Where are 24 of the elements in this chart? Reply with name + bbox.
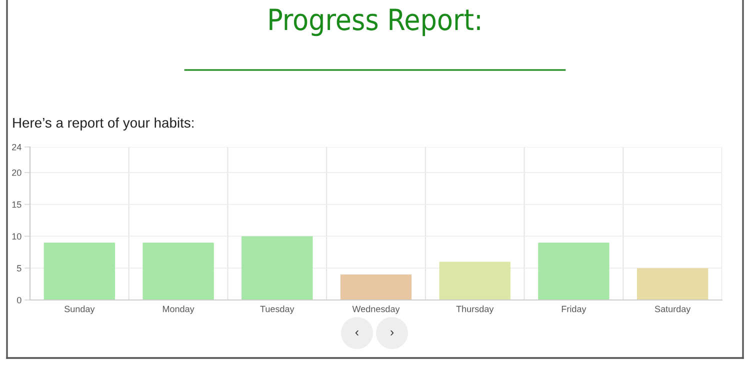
x-tick-label: Thursday: [456, 306, 494, 314]
bar: [538, 242, 610, 300]
x-tick-label: Friday: [562, 306, 586, 314]
bar: [242, 236, 313, 300]
text: ‹: [355, 330, 359, 336]
x-tick-label: Monday: [162, 306, 194, 314]
bar: [636, 268, 708, 300]
y-tick-label: 15: [12, 201, 22, 208]
chart-title: Progress Report:: [270, 8, 480, 36]
x-tick-label: Saturday: [654, 306, 691, 314]
bar: [142, 242, 214, 300]
y-tick-label: 10: [12, 233, 22, 240]
x-tick-label: Wednesday: [352, 306, 400, 314]
y-tick-label: 5: [17, 265, 22, 272]
text: ›: [390, 330, 394, 336]
y-tick-label: 24: [12, 144, 22, 150]
y-tick-label: 20: [12, 169, 22, 176]
x-tick-label: Sunday: [64, 306, 95, 314]
x-tick-label: Tuesday: [260, 306, 294, 314]
bar: [340, 274, 412, 300]
bar: [44, 242, 116, 300]
bar: [439, 262, 510, 300]
y-tick-label: 0: [17, 296, 22, 304]
chart-subtitle: Here’s a report of your habits:: [13, 118, 194, 130]
